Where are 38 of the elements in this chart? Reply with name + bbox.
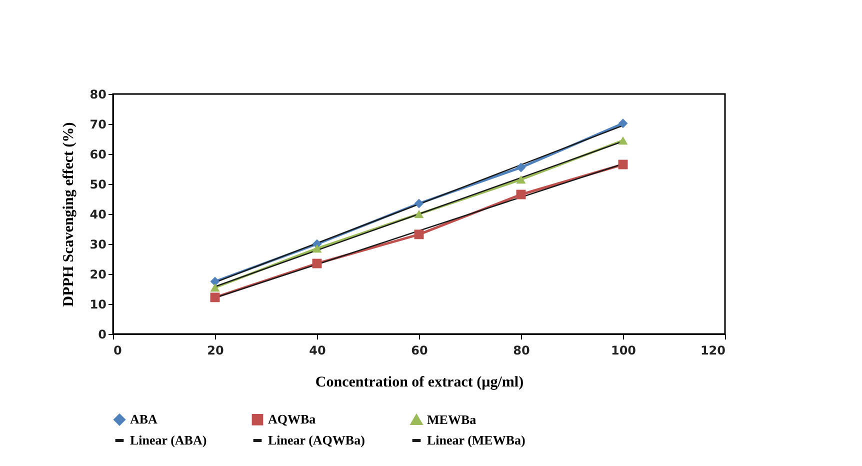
point	[210, 276, 220, 286]
x-tick-label: 40	[309, 344, 326, 358]
point	[312, 244, 322, 253]
point	[414, 230, 424, 240]
x-tick-label: 20	[207, 344, 224, 358]
point	[312, 258, 322, 268]
legend-label: Linear (MEWBa)	[427, 432, 526, 448]
point	[414, 198, 424, 208]
y-tick-label: 20	[90, 268, 106, 282]
x-tick-label: 0	[114, 344, 122, 358]
point	[516, 175, 526, 184]
legend-label: ABA	[130, 412, 158, 427]
y-axis-title: DPPH Scavenging effect (%)	[60, 122, 77, 307]
point	[210, 292, 220, 302]
y-tick-label: 0	[98, 328, 106, 342]
y-tick-label: 10	[90, 298, 106, 312]
y-tick-label: 80	[90, 88, 106, 102]
point	[516, 162, 526, 172]
y-tick-label: 50	[90, 178, 106, 192]
y-tick-label: 60	[90, 148, 106, 162]
point	[516, 190, 526, 200]
point	[618, 160, 628, 170]
legend-label: Linear (AQWBa)	[268, 432, 365, 448]
point	[618, 136, 628, 145]
legend-label: MEWBa	[427, 412, 477, 427]
legend-label: Linear (ABA)	[130, 432, 207, 448]
point	[618, 118, 628, 128]
x-tick-label: 80	[513, 344, 530, 358]
y-tick-label: 30	[90, 238, 106, 252]
x-tick-label: 100	[610, 344, 636, 358]
x-tick-label: 60	[411, 344, 428, 358]
y-tick-label: 70	[90, 118, 106, 132]
y-tick-label: 40	[90, 208, 106, 222]
point	[414, 210, 424, 218]
legend-label: AQWBa	[268, 412, 316, 427]
x-axis-title: Concentration of extract (µg/ml)	[315, 374, 524, 390]
point	[210, 283, 220, 292]
x-tick-label: 120	[700, 344, 726, 358]
